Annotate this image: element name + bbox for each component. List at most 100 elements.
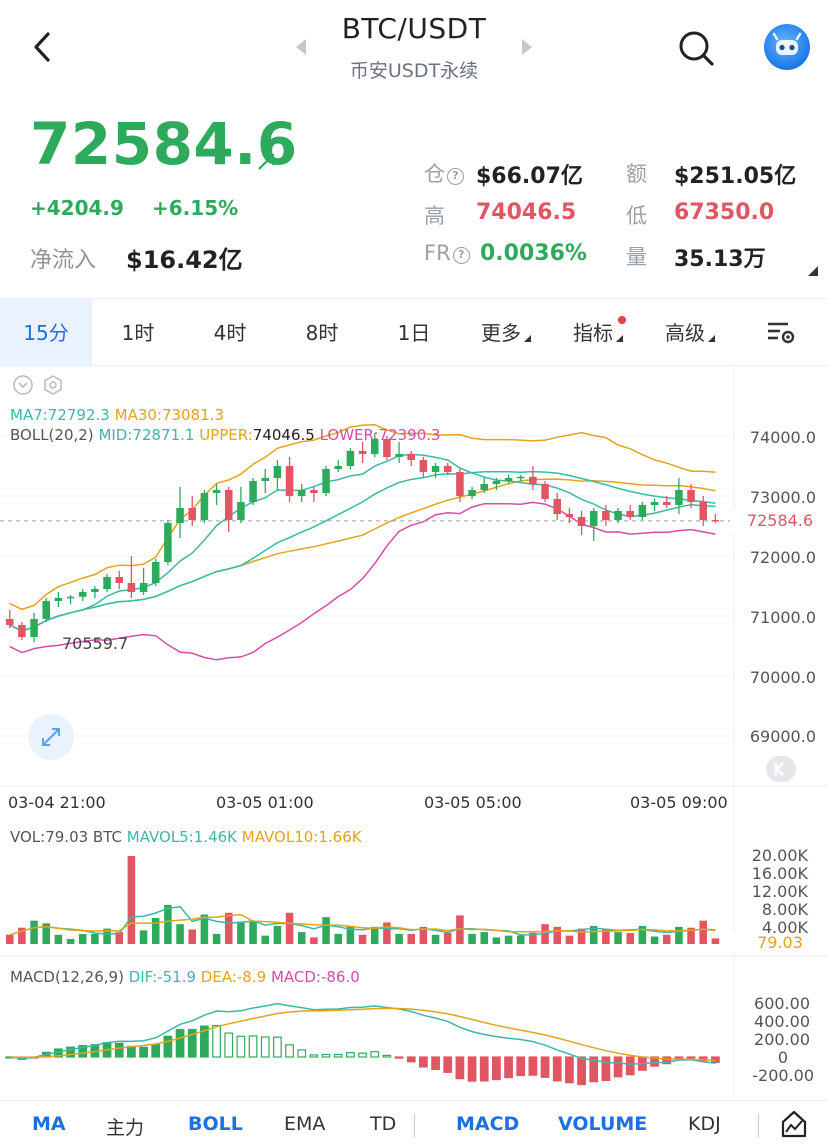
- candle: [310, 490, 318, 493]
- volume-bar: [91, 933, 99, 944]
- price-change: +4204.9: [30, 196, 124, 220]
- tab-advanced[interactable]: 高级: [644, 299, 736, 367]
- toggle-volume[interactable]: VOLUME: [558, 1113, 648, 1135]
- prev-symbol-icon[interactable]: [294, 38, 308, 56]
- volume-bar: [297, 932, 306, 944]
- macd-bar: [236, 1035, 246, 1058]
- macd-bar: [650, 1056, 659, 1067]
- low-marker: 70559.7: [62, 634, 129, 653]
- next-symbol-icon[interactable]: [520, 38, 534, 56]
- macd-bar: [577, 1056, 586, 1086]
- x-tick: 03-05 01:00: [216, 793, 314, 812]
- volume-bar: [115, 932, 124, 944]
- open-interest-value: $66.07亿: [476, 164, 583, 189]
- toggle-kdj[interactable]: KDJ: [688, 1113, 721, 1135]
- kline-chart[interactable]: [0, 366, 828, 1100]
- tab-1d[interactable]: 1日: [397, 321, 431, 345]
- macd-bar: [492, 1056, 501, 1081]
- tab-more[interactable]: 更多: [460, 299, 552, 367]
- volume-bar: [30, 920, 38, 944]
- scroll-to-latest-button[interactable]: [766, 756, 796, 782]
- ma7-line: [9, 453, 716, 632]
- candle: [176, 508, 184, 523]
- collapse-toggle-icon[interactable]: [12, 374, 34, 396]
- x-tick: 03-05 05:00: [424, 793, 522, 812]
- volume-bar: [638, 925, 647, 944]
- indicator-settings-icon[interactable]: [42, 374, 64, 396]
- help-icon[interactable]: ?: [447, 168, 464, 185]
- open-interest-stat[interactable]: 仓?: [424, 158, 464, 188]
- candle: [334, 466, 343, 469]
- candle: [66, 596, 75, 599]
- tab-8h[interactable]: 8时: [305, 321, 339, 345]
- volume-bar: [516, 935, 525, 944]
- candle: [675, 490, 683, 505]
- candle: [322, 469, 330, 493]
- toggle-ma[interactable]: MA: [32, 1113, 66, 1135]
- candle: [516, 476, 525, 479]
- toggle-ema[interactable]: EMA: [284, 1113, 326, 1135]
- chart-settings-icon[interactable]: [766, 320, 796, 346]
- macd-bar: [431, 1056, 440, 1071]
- candle: [297, 490, 306, 496]
- candle: [529, 476, 537, 484]
- volume-bar: [54, 934, 63, 944]
- volume-readout: VOL:79.03 BTC MAVOL5:1.46K MAVOL10:1.66K: [10, 828, 362, 846]
- volume-bar: [273, 925, 282, 944]
- volume-bar: [565, 935, 574, 944]
- expand-stats-icon[interactable]: [808, 266, 818, 276]
- candle: [127, 583, 136, 592]
- volume-bar: [5, 934, 14, 944]
- candle: [504, 478, 513, 481]
- back-arrow-icon[interactable]: [26, 30, 60, 64]
- macd-bar: [540, 1056, 550, 1078]
- netflow-value: $16.42亿: [126, 246, 243, 274]
- tab-15m[interactable]: 15分: [0, 299, 92, 367]
- volume-bar: [395, 933, 403, 944]
- macd-bar: [224, 1032, 234, 1058]
- dea-line: [9, 1007, 716, 1062]
- toggle-main-force[interactable]: 主力: [106, 1117, 145, 1139]
- volume-bar: [675, 926, 683, 944]
- y-tick: 70000.0: [749, 668, 816, 687]
- volume-bar: [468, 933, 476, 944]
- fullscreen-button[interactable]: [28, 714, 74, 760]
- volume-bar: [358, 934, 367, 944]
- volume-bar: [237, 921, 245, 944]
- funding-rate-stat[interactable]: FR?: [424, 241, 470, 265]
- search-icon[interactable]: [676, 28, 716, 68]
- tab-4h[interactable]: 4时: [213, 321, 247, 345]
- macd-bar: [248, 1035, 258, 1058]
- dropdown-icon: [616, 335, 623, 342]
- macd-bar: [127, 1045, 136, 1058]
- macd-bar: [358, 1052, 367, 1058]
- assistant-avatar-icon[interactable]: [764, 24, 810, 70]
- help-icon[interactable]: ?: [452, 247, 470, 264]
- tab-indicators[interactable]: 指标: [552, 299, 644, 367]
- boll-lower-line: [9, 501, 716, 661]
- volume-bar: [553, 926, 562, 944]
- volume-bar: [322, 917, 330, 944]
- y-tick: 74000.0: [749, 428, 816, 447]
- candle: [577, 517, 586, 526]
- macd-bar: [589, 1056, 599, 1083]
- drawing-tool-icon[interactable]: [780, 1109, 808, 1139]
- volume-bar: [443, 933, 452, 944]
- volume-bar: [200, 914, 209, 944]
- toggle-macd[interactable]: MACD: [456, 1113, 520, 1135]
- macd-y-tick: 200.00: [754, 1030, 810, 1049]
- candle: [5, 619, 14, 625]
- toggle-td[interactable]: TD: [370, 1113, 397, 1135]
- macd-bar: [467, 1056, 477, 1082]
- dif-line: [9, 1002, 716, 1065]
- volume-bar: [224, 912, 233, 944]
- candle: [431, 466, 440, 472]
- candle: [589, 511, 598, 526]
- boll-mid-line: [9, 470, 716, 632]
- candle: [200, 493, 209, 520]
- macd-bar: [625, 1056, 635, 1076]
- toggle-boll[interactable]: BOLL: [188, 1113, 243, 1135]
- page-title[interactable]: BTC/USDT: [341, 12, 487, 45]
- tab-1h[interactable]: 1时: [121, 321, 155, 345]
- indicator-toggle-bar: MA 主力 BOLL EMA TD MACD VOLUME KDJ: [0, 1100, 828, 1148]
